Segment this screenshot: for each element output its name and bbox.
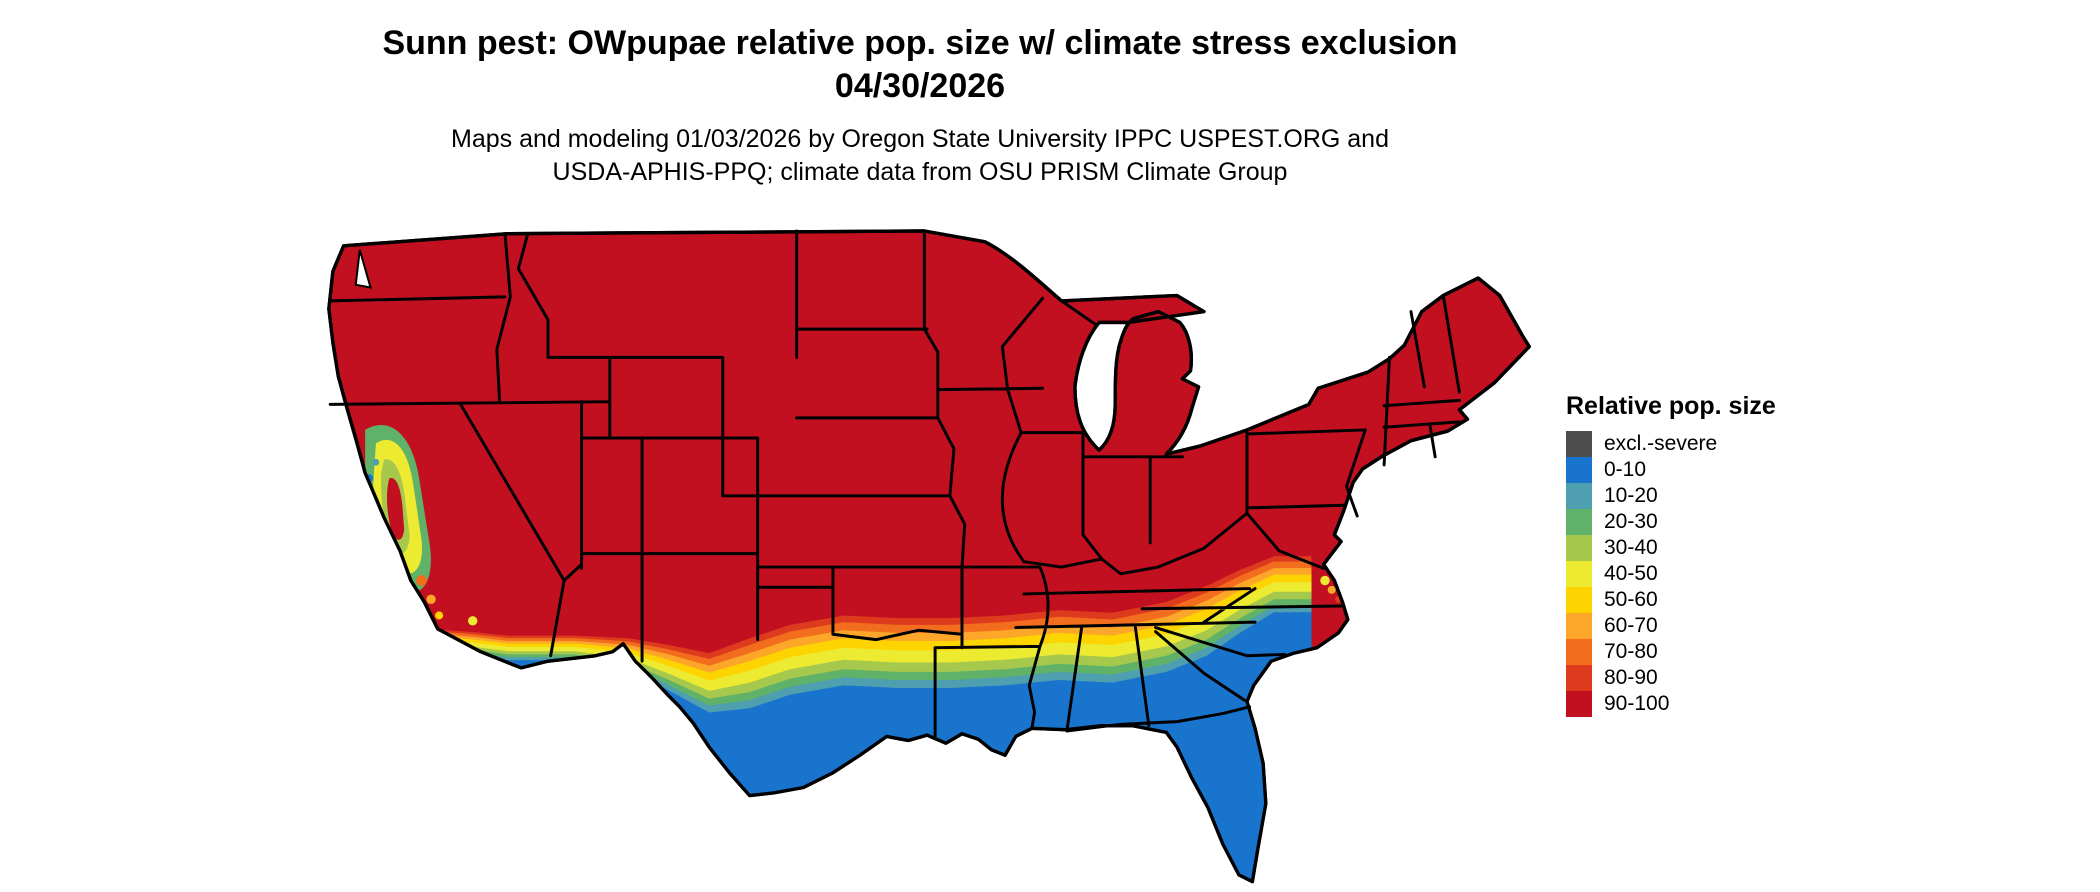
legend-swatch (1566, 665, 1592, 691)
legend-entry: 40-50 (1566, 561, 1776, 587)
legend-entry: excl.-severe (1566, 431, 1776, 457)
legend-label: 20-30 (1604, 510, 1658, 533)
ca-orange-spot2 (426, 594, 436, 605)
legend-entry: 20-30 (1566, 509, 1776, 535)
legend-entry: 90-100 (1566, 691, 1776, 717)
legend-swatch (1566, 639, 1592, 665)
legend-swatch (1566, 691, 1592, 717)
credit-line1: Maps and modeling 01/03/2026 by Oregon S… (451, 125, 1389, 153)
chesapeake-detail (1320, 575, 1342, 603)
legend-swatch (1566, 431, 1592, 457)
legend-entry: 50-60 (1566, 587, 1776, 613)
legend-swatch (1566, 587, 1592, 613)
legend-entry: 30-40 (1566, 535, 1776, 561)
legend-label: 40-50 (1604, 562, 1658, 585)
state-borders (328, 229, 1461, 738)
legend-label: 10-20 (1604, 484, 1658, 507)
puget-sound (354, 249, 372, 289)
legend-entry: 0-10 (1566, 457, 1776, 483)
legend-label: 30-40 (1604, 536, 1658, 559)
header: Sunn pest: OWpupae relative pop. size w/… (0, 22, 1840, 188)
legend: Relative pop. size excl.-severe 0-10 10-… (1566, 392, 1776, 717)
country-outline (327, 229, 1531, 884)
us-choropleth-map (306, 228, 1536, 892)
legend-entry: 70-80 (1566, 639, 1776, 665)
legend-swatch (1566, 457, 1592, 483)
map-base-90-100 (327, 229, 1531, 884)
legend-label: 90-100 (1604, 692, 1670, 715)
credits: Maps and modeling 01/03/2026 by Oregon S… (0, 123, 1840, 188)
page-title-line2: 04/30/2026 (834, 66, 1006, 105)
credit-line2: USDA-APHIS-PPQ; climate data from OSU PR… (552, 157, 1288, 186)
socal-yellow-spot (467, 616, 478, 626)
legend-label: 50-60 (1604, 588, 1658, 611)
legend-swatch (1566, 535, 1592, 561)
legend-entry: 60-70 (1566, 613, 1776, 639)
legend-label: 70-80 (1604, 640, 1658, 663)
chesapeake-yellow-spot (1320, 575, 1330, 586)
chesapeake-orange-spot (1327, 585, 1336, 594)
ca-gold-spot (435, 611, 444, 620)
ca-red-streak (386, 478, 405, 540)
legend-label: excl.-severe (1604, 432, 1718, 455)
legend-entry: 10-20 (1566, 483, 1776, 509)
page-title-line1: Sunn pest: OWpupae relative pop. size w/… (382, 24, 1458, 62)
legend-label: 60-70 (1604, 614, 1658, 637)
ca-teal-spot (372, 458, 380, 466)
legend-label: 80-90 (1604, 666, 1658, 689)
legend-swatch (1566, 509, 1592, 535)
legend-swatch (1566, 613, 1592, 639)
ca-orange-spot1 (416, 575, 427, 586)
legend-entry: 80-90 (1566, 665, 1776, 691)
legend-title: Relative pop. size (1566, 392, 1776, 420)
legend-label: 0-10 (1604, 458, 1647, 481)
legend-swatch (1566, 483, 1592, 509)
legend-swatch (1566, 561, 1592, 587)
